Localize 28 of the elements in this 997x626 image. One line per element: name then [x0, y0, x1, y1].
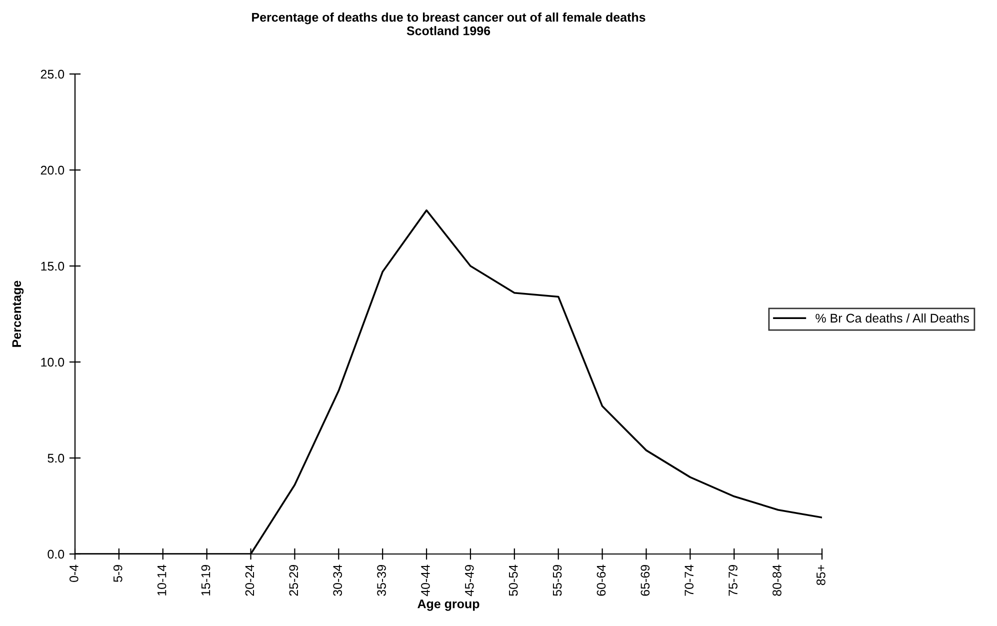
- y-tick-label: 0.0: [48, 550, 64, 559]
- x-tick-label: 85+: [816, 565, 826, 586]
- x-tick-label: 50-54: [508, 564, 518, 596]
- x-tick-label: 75-79: [728, 565, 738, 596]
- x-tick-label: 25-29: [289, 565, 298, 596]
- x-tick-label: 45-49: [464, 565, 474, 596]
- x-tick-label: 0-4: [70, 564, 78, 582]
- x-tick-label: 40-44: [421, 564, 430, 596]
- x-tick-label: 10-14: [157, 564, 166, 596]
- x-tick-label: 5-9: [113, 565, 122, 582]
- y-tick-label: 10.0: [41, 358, 64, 367]
- x-tick-label: 15-19: [201, 565, 210, 596]
- x-tick-label: 20-24: [245, 564, 254, 596]
- x-tick-label: 55-59: [552, 565, 562, 596]
- x-tick-label: 30-34: [333, 564, 342, 596]
- x-axis-title: Age group: [418, 600, 480, 611]
- legend-label: % Br Ca deaths / All Deaths: [816, 313, 969, 323]
- y-tick-label: 5.0: [48, 454, 64, 463]
- y-tick-label: 25.0: [40, 70, 64, 79]
- x-tick-label: 60-64: [596, 564, 606, 596]
- y-tick-label: 20.0: [40, 166, 64, 175]
- chart-title: Percentage of deaths due to breast cancer out of all female deaths Scotland 1996: [252, 12, 646, 36]
- x-tick-label: 65-69: [640, 565, 650, 596]
- y-axis-title: Percentage: [12, 280, 24, 347]
- y-tick-label: 15.0: [41, 262, 64, 271]
- x-tick-label: 35-39: [377, 565, 386, 596]
- x-tick-label: 70-74: [684, 564, 694, 596]
- x-tick-label: 80-84: [772, 564, 782, 596]
